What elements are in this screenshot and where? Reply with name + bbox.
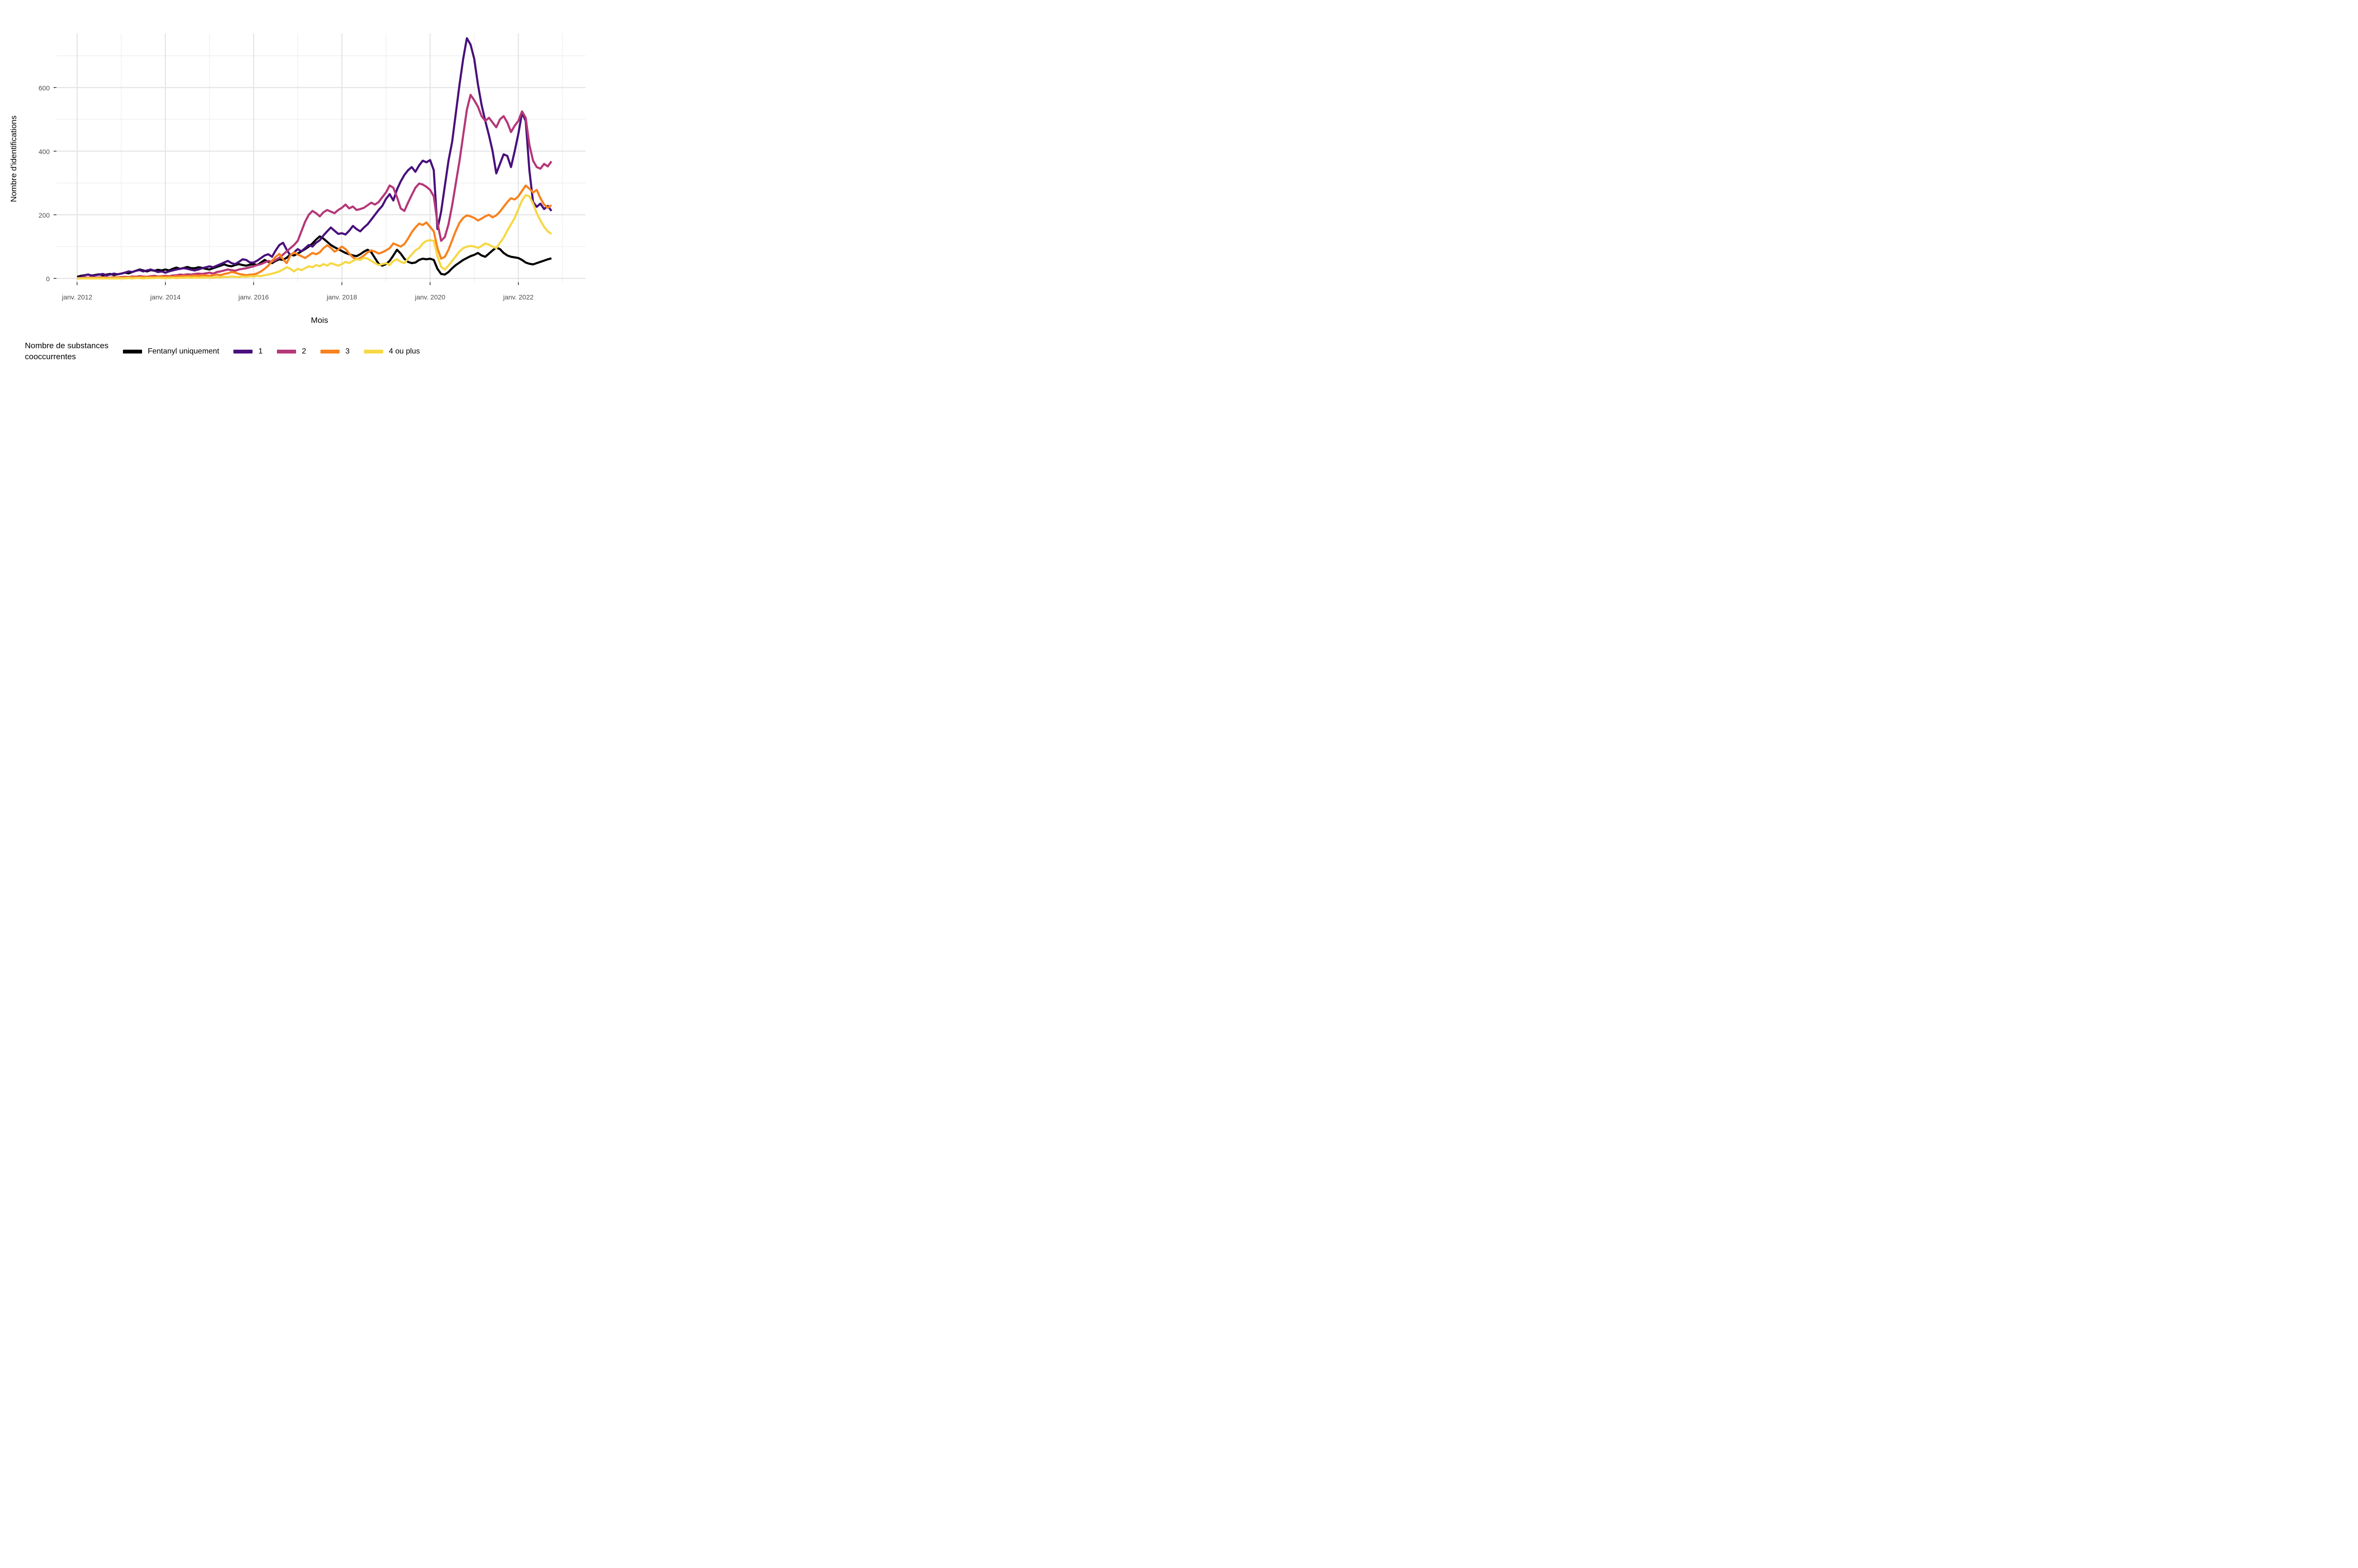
legend-item-2: 2 <box>277 347 306 356</box>
legend-item-3: 3 <box>320 347 350 356</box>
legend-item-4-ou-plus: 4 ou plus <box>364 347 420 356</box>
legend-item-fentanyl-uniquement: Fentanyl uniquement <box>122 347 220 356</box>
legend-swatch-yellow-icon <box>364 349 383 353</box>
legend: Nombre de substances cooccurrentes Fenta… <box>25 341 575 363</box>
major-gridlines <box>56 33 585 282</box>
legend-title-line1: Nombre de substances <box>25 341 109 350</box>
legend-label: 1 <box>258 347 263 355</box>
x-tick-label: janv. 2022 <box>503 293 534 301</box>
axis-tick-marks <box>54 87 519 285</box>
x-tick-label: janv. 2014 <box>150 293 181 301</box>
series-line-3 <box>77 184 552 280</box>
legend-label: 2 <box>302 347 307 355</box>
legend-label: 4 ou plus <box>388 347 420 355</box>
series-lines <box>77 37 552 280</box>
x-tick-label: janv. 2012 <box>61 293 92 301</box>
y-tick-label: 0 <box>46 275 50 283</box>
x-axis-title: Mois <box>311 316 328 325</box>
legend-swatch-orange-icon <box>320 349 340 353</box>
x-tick-label: janv. 2020 <box>414 293 445 301</box>
minor-gridlines <box>56 33 585 282</box>
series-line-4-ou-plus <box>77 194 552 280</box>
series-line-fentanyl-uniquement <box>77 235 552 278</box>
legend-label: 3 <box>345 347 350 355</box>
chart-figure: janv. 2012 janv. 2014 janv. 2016 janv. 2018… <box>0 0 590 392</box>
legend-swatch-magenta-icon <box>277 349 297 353</box>
y-tick-label: 400 <box>39 148 50 155</box>
x-tick-label: janv. 2016 <box>238 293 269 301</box>
series-line-1 <box>77 37 552 279</box>
legend-title-line2: cooccurrentes <box>25 352 76 361</box>
y-tick-label: 600 <box>39 84 50 92</box>
legend-label: Fentanyl uniquement <box>147 347 220 355</box>
x-axis-tick-labels: janv. 2012 janv. 2014 janv. 2016 janv. 2018… <box>61 293 533 301</box>
line-chart: janv. 2012 janv. 2014 janv. 2016 janv. 2018… <box>9 33 585 325</box>
y-axis-title: Nombre d'identifications <box>9 116 18 202</box>
legend-swatch-purple-icon <box>233 349 253 353</box>
legend-swatch-black-icon <box>122 349 142 353</box>
y-tick-label: 200 <box>39 211 50 219</box>
legend-title: Nombre de substances cooccurrentes <box>25 341 109 363</box>
series-line-2 <box>77 94 552 280</box>
x-tick-label: janv. 2018 <box>326 293 357 301</box>
y-axis-tick-labels: 0 200 400 600 <box>39 84 50 283</box>
legend-item-1: 1 <box>233 347 263 356</box>
